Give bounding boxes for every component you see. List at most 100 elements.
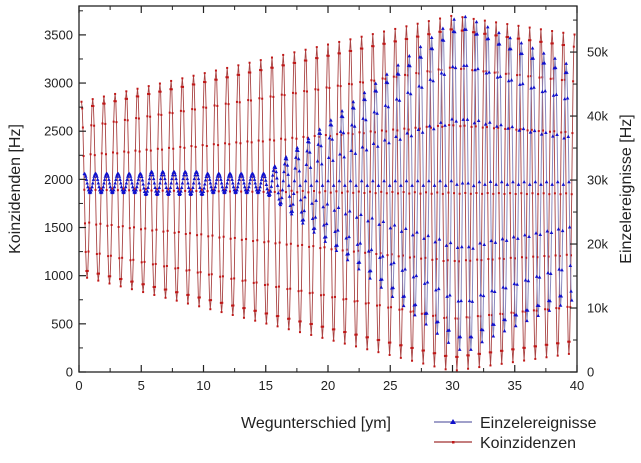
data-point <box>474 19 479 24</box>
data-point <box>144 191 149 196</box>
data-point <box>399 183 403 187</box>
data-point <box>220 184 225 189</box>
data-point <box>436 124 439 127</box>
data-point <box>341 130 346 135</box>
data-point <box>124 97 127 100</box>
data-point <box>334 295 337 298</box>
data-point <box>569 289 573 293</box>
data-point <box>430 192 433 195</box>
data-point <box>371 33 374 36</box>
data-point <box>310 322 313 325</box>
data-point <box>315 57 318 60</box>
x-tick-label: 0 <box>75 378 82 393</box>
data-point <box>477 179 482 184</box>
data-point <box>513 257 516 260</box>
data-point <box>324 234 328 239</box>
data-point <box>537 275 542 279</box>
data-point <box>415 178 420 183</box>
data-point <box>491 334 496 338</box>
y-right-tick-label: 0 <box>587 365 594 380</box>
data-point <box>109 254 112 257</box>
data-point <box>108 184 113 189</box>
data-point <box>174 267 177 270</box>
data-point <box>226 177 230 181</box>
data-point <box>450 14 453 17</box>
data-point <box>294 155 298 159</box>
data-point <box>245 190 250 194</box>
data-point <box>228 190 231 193</box>
data-point <box>503 317 508 322</box>
data-point <box>572 80 575 83</box>
data-point <box>161 189 164 192</box>
data-point <box>499 349 502 352</box>
data-point <box>476 258 479 261</box>
data-point <box>524 310 527 313</box>
data-point <box>198 189 203 193</box>
data-point <box>214 177 219 181</box>
data-point <box>181 176 185 181</box>
data-point <box>388 353 391 356</box>
data-point <box>551 93 556 97</box>
data-point <box>441 125 444 128</box>
data-point <box>460 244 464 249</box>
data-point <box>501 349 504 352</box>
data-point <box>435 331 440 335</box>
data-point <box>179 109 182 112</box>
data-point <box>447 191 450 194</box>
data-point <box>242 181 246 185</box>
data-point <box>446 340 451 344</box>
data-point <box>463 124 466 127</box>
data-point <box>212 188 217 192</box>
data-point <box>464 63 469 67</box>
data-point <box>244 279 247 282</box>
data-point <box>401 303 406 308</box>
data-point <box>102 95 105 98</box>
data-point <box>555 307 558 310</box>
data-point <box>378 255 382 259</box>
data-point <box>235 141 238 144</box>
data-point <box>381 219 386 224</box>
data-point <box>497 42 502 46</box>
data-point <box>411 346 414 349</box>
data-point <box>316 57 319 60</box>
data-point <box>426 233 431 238</box>
data-point <box>278 202 283 207</box>
data-point <box>184 170 188 174</box>
data-point <box>509 256 512 259</box>
data-point <box>140 228 143 231</box>
y-left-tick-label: 0 <box>66 365 73 380</box>
data-point <box>121 225 124 228</box>
data-point <box>140 261 143 264</box>
data-point <box>188 269 191 272</box>
data-point <box>254 184 258 189</box>
data-point <box>493 71 496 74</box>
data-point <box>279 201 283 205</box>
data-point <box>246 140 249 143</box>
data-point <box>88 221 91 224</box>
data-point <box>380 277 384 281</box>
data-point <box>242 184 247 189</box>
data-point <box>346 251 351 256</box>
data-point <box>337 52 340 55</box>
data-point <box>445 354 448 357</box>
data-point <box>323 239 328 243</box>
data-point <box>570 254 573 257</box>
data-point <box>473 67 477 72</box>
data-point <box>93 154 96 157</box>
data-point <box>309 183 314 187</box>
data-point <box>510 311 513 314</box>
y-right-tick-label: 40k <box>587 109 608 124</box>
data-point <box>133 187 136 190</box>
data-point <box>139 172 143 176</box>
data-point <box>236 181 241 185</box>
data-point <box>307 140 311 144</box>
data-point <box>103 102 106 105</box>
data-point <box>125 174 130 178</box>
data-point <box>318 191 321 194</box>
data-point <box>309 323 312 326</box>
data-point <box>301 221 305 225</box>
data-point <box>489 364 492 367</box>
data-point <box>360 35 363 38</box>
data-point <box>175 185 180 189</box>
data-point <box>263 178 268 182</box>
